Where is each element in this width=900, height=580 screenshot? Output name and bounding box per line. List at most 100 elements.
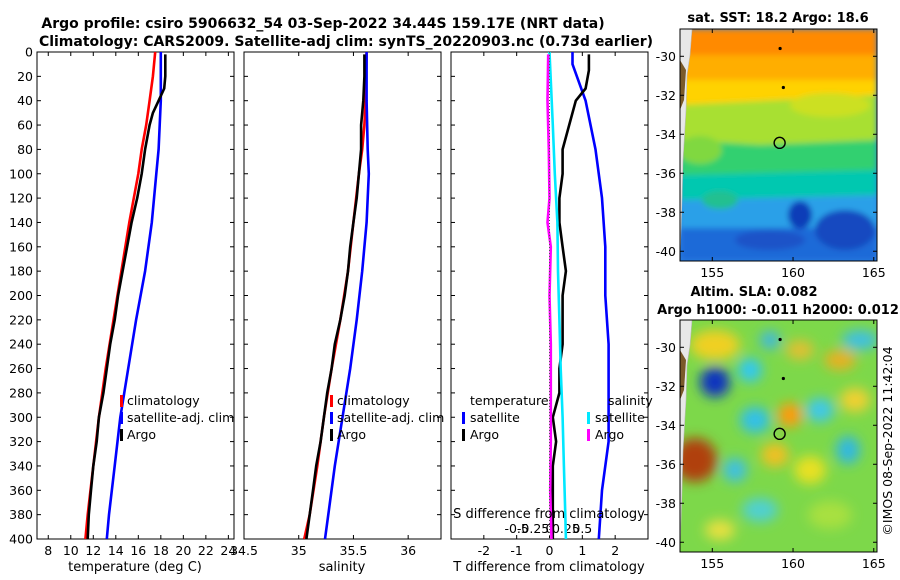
legend-title-salinity: salinity: [608, 393, 653, 408]
x-tick-label: 8: [44, 543, 52, 558]
y-tick-label: 20: [17, 69, 33, 84]
panel-series-group: [546, 52, 610, 539]
y-tick-label: 160: [9, 239, 33, 254]
map-y-tick-label: -38: [656, 496, 676, 511]
x-tick-label: 35: [291, 543, 307, 558]
difference-legend: temperature satellite Argo salinity sate…: [462, 393, 653, 442]
map-x-tick-label: 155: [700, 556, 724, 571]
legend-title-temperature: temperature: [470, 393, 549, 408]
temperature-axes: [36, 51, 235, 540]
map-y-tick-label: -34: [656, 418, 676, 433]
map-y-tick-label: -30: [656, 49, 676, 64]
y-tick-label: 100: [9, 166, 33, 181]
map-x-tick-label: 165: [862, 556, 886, 571]
sst-map-frame: [679, 28, 878, 262]
legend-label-argo: Argo: [337, 427, 366, 442]
y-tick-label: 180: [9, 264, 33, 279]
y-tick-label: 80: [17, 142, 33, 157]
legend-swatch-climatology: [330, 395, 333, 407]
y-tick-label: 40: [17, 93, 33, 108]
y-tick-label: 260: [9, 361, 33, 376]
map-y-tick-label: -34: [656, 127, 676, 142]
y-tick-label: 60: [17, 118, 33, 133]
legend-swatch-satellite: [120, 412, 123, 424]
legend-label-t-satellite: satellite: [470, 410, 520, 425]
series-line-satellite-adj-clim: [323, 52, 371, 539]
map-y-tick-label: -32: [656, 88, 676, 103]
legend-label-t-argo: Argo: [470, 427, 499, 442]
x-tick-label: 14: [108, 543, 124, 558]
sst-map-image: [680, 29, 877, 261]
x-tick-label: 2: [611, 543, 619, 558]
series-line-temperature-satellite: [571, 52, 610, 539]
previous-position-marker: [778, 46, 782, 51]
y-tick-label: 400: [9, 532, 33, 547]
x-tick-label: 12: [85, 543, 101, 558]
difference-xlabel: T difference from climatology: [452, 560, 645, 575]
temperature-legend: climatology satellite-adj. clim Argo: [120, 393, 234, 442]
s-difference-label: S difference from climatology: [453, 507, 645, 522]
map-x-tick-label: 155: [700, 265, 724, 280]
legend-swatch-t-argo: [462, 429, 465, 441]
sla-map-marks: 155 160 165 -30 -32 -34 -36 -38 -40: [656, 320, 886, 571]
x-tick-label: 18: [153, 543, 169, 558]
map-x-tick-label: 165: [862, 265, 886, 280]
x-tick-label: 0: [546, 543, 554, 558]
legend-swatch-argo: [330, 429, 333, 441]
panel-series-group: [84, 52, 167, 539]
x-tick-label: 1: [578, 543, 586, 558]
legend-swatch-s-argo: [587, 429, 590, 441]
y-tick-label: 380: [9, 507, 33, 522]
legend-label-climatology: climatology: [127, 393, 200, 408]
series-line-salinity-satellite: [548, 52, 568, 539]
x-tick-label: 36: [400, 543, 416, 558]
legend-label-satellite: satellite-adj. clim: [337, 410, 444, 425]
x-tick-label: -1: [510, 543, 522, 558]
series-line-argo: [305, 54, 366, 539]
legend-label-s-argo: Argo: [595, 427, 624, 442]
y-tick-label: 120: [9, 191, 33, 206]
legend-label-satellite: satellite-adj. clim: [127, 410, 234, 425]
y-tick-label: 0: [25, 45, 33, 60]
series-line-salinity-argo: [546, 54, 553, 539]
series-line-argo: [86, 54, 167, 539]
legend-label-s-satellite: satellite: [595, 410, 645, 425]
map-x-tick-label: 160: [781, 265, 805, 280]
previous-position-marker: [781, 85, 785, 90]
sla-map-frame: [679, 319, 878, 553]
map-y-tick-label: -36: [656, 457, 676, 472]
y-tick-label: 220: [9, 312, 33, 327]
x-tick-label: 34.5: [230, 543, 258, 558]
legend-swatch-satellite: [330, 412, 333, 424]
previous-position-marker: [781, 376, 785, 381]
sla-map-title: Altim. SLA: 0.082: [691, 285, 818, 300]
x-tick-label: 24: [220, 543, 236, 558]
s-tick-label: 0.5: [572, 521, 592, 536]
map-x-tick-label: 160: [781, 556, 805, 571]
y-tick-label: 280: [9, 385, 33, 400]
map-y-tick-label: -40: [656, 244, 676, 259]
series-line-satellite-adj-clim: [105, 52, 163, 539]
s-tick-label: 0: [546, 521, 554, 536]
salinity-xlabel: salinity: [319, 560, 366, 575]
y-tick-label: 340: [9, 458, 33, 473]
x-tick-label: 20: [175, 543, 191, 558]
legend-label-argo: Argo: [127, 427, 156, 442]
legend-label-climatology: climatology: [337, 393, 410, 408]
s-tick-label: -0.5: [504, 521, 528, 536]
legend-swatch-climatology: [120, 395, 123, 407]
sst-map-title: sat. SST: 18.2 Argo: 18.6: [687, 11, 868, 26]
imos-watermark: ©IMOS 08-Sep-2022 11:42:04: [880, 346, 895, 535]
map-y-tick-label: -30: [656, 340, 676, 355]
panel-series-group: [302, 52, 371, 539]
s-tick-label: -0.25: [517, 521, 549, 536]
legend-swatch-argo: [120, 429, 123, 441]
x-tick-label: 16: [130, 543, 146, 558]
x-tick-label: 35.5: [340, 543, 368, 558]
figure-title-line2: Climatology: CARS2009. Satellite-adj cli…: [39, 34, 653, 50]
figure-title-line1: Argo profile: csiro 5906632_54 03-Sep-20…: [41, 16, 604, 32]
salinity-legend: climatology satellite-adj. clim Argo: [330, 393, 444, 442]
x-tick-label: 22: [198, 543, 214, 558]
salinity-axes: [243, 51, 442, 540]
